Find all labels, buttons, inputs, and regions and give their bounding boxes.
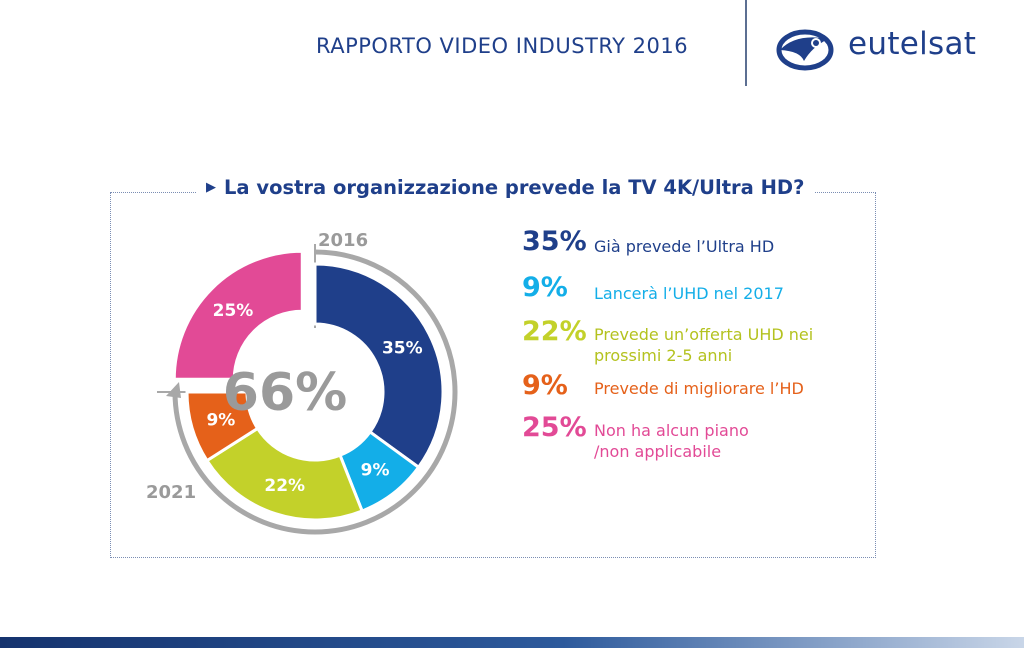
slice-value-label: 22% <box>264 476 305 496</box>
donut-ring <box>157 244 458 535</box>
report-title: RAPPORTO VIDEO INDUSTRY 2016 <box>316 34 689 58</box>
donut-slice <box>172 249 304 381</box>
slice-value-label: 35% <box>382 339 423 359</box>
legend-label: Lancerà l’UHD nel 2017 <box>594 284 784 303</box>
center-percentage: 66% <box>223 363 347 423</box>
eutelsat-logo-icon <box>776 29 834 71</box>
legend-label: Prevede un’offerta UHD nei prossimi 2-5 … <box>594 325 814 365</box>
legend-percentage: 9% <box>522 272 568 303</box>
start-year-label: 2016 <box>318 230 368 251</box>
chart-title: ▶ La vostra organizzazione prevede la TV … <box>196 176 815 199</box>
legend-percentage: 35% <box>522 226 587 257</box>
header-divider <box>745 0 747 86</box>
timeline-arc <box>172 249 458 535</box>
donut-labels: 35% 9% 22% 9% 25% <box>206 301 422 496</box>
donut-slice-group <box>313 262 445 470</box>
donut-slice-group <box>185 390 260 463</box>
donut-slice-group <box>204 426 365 522</box>
end-year-label: 2021 <box>146 482 196 503</box>
legend-label: Già prevede l’Ultra HD <box>594 237 775 256</box>
legend-percentage: 22% <box>522 316 587 347</box>
legend-percentage: 9% <box>522 370 568 401</box>
footer-bar <box>0 637 1024 648</box>
slice-value-label: 25% <box>213 301 254 321</box>
legend-label: Non ha alcun piano /non applicabile <box>594 421 749 461</box>
donut-slice <box>185 390 260 463</box>
donut-chart: 35% 9% 22% 9% 25% 66% 2016 2021 <box>146 230 458 535</box>
slice-value-label: 9% <box>361 460 390 480</box>
donut-slice <box>313 262 445 470</box>
brand-name: eutelsat <box>848 26 977 62</box>
timeline-arrowhead <box>166 382 181 398</box>
slice-value-label: 9% <box>206 410 235 430</box>
donut-slice <box>204 426 365 522</box>
legend-percentage: 25% <box>522 412 587 443</box>
legend-label: Prevede di migliorare l’HD <box>594 379 804 398</box>
chart-title-text: La vostra organizzazione prevede la TV 4… <box>224 176 805 199</box>
play-arrow-icon: ▶ <box>206 180 216 195</box>
donut-slice-group <box>172 249 304 381</box>
